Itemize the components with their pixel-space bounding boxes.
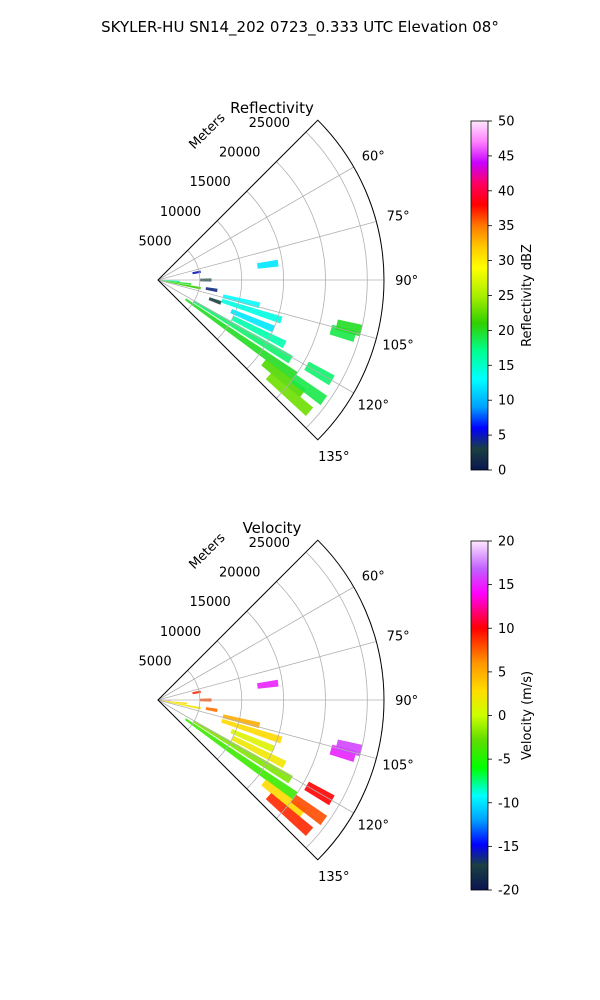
reflectivity-panel: Reflectivity500010000150002000025000Mete…	[139, 99, 535, 479]
colorbar-tick-label: 5	[498, 665, 506, 680]
echo-layer	[158, 679, 363, 836]
colorbar-tick-label: 5	[498, 429, 506, 444]
colorbar-tick-label: -20	[498, 884, 519, 899]
angular-tick-label: 60°	[362, 150, 385, 165]
colorbar-tick-label: 50	[498, 115, 515, 130]
colorbar-gradient	[470, 120, 489, 471]
angular-tick-label: 90°	[395, 274, 418, 289]
echo-gate	[221, 298, 283, 324]
radial-tick-label: 25000	[249, 116, 290, 131]
colorbar-tick-label: 35	[498, 219, 515, 234]
sector-frame	[157, 119, 385, 441]
angular-tick-label: 60°	[362, 570, 385, 585]
echo-gate	[230, 309, 275, 333]
angular-tick-label: 135°	[318, 870, 349, 885]
angular-tick-label: 105°	[382, 338, 413, 353]
figure-title: SKYLER-HU SN14_202 0723_0.333 UTC Elevat…	[101, 18, 499, 37]
echo-gate	[205, 287, 218, 293]
echo-gate	[158, 280, 201, 290]
echo-gate	[231, 315, 287, 349]
angular-tick-label: 120°	[358, 818, 389, 833]
colorbar-tick-label: 15	[498, 359, 515, 374]
echo-gate	[230, 729, 275, 753]
radial-tick-label: 20000	[219, 566, 260, 581]
angular-gridline	[157, 586, 354, 701]
colorbar-label: Reflectivity dBZ	[520, 244, 535, 347]
radial-tick-label: 20000	[219, 146, 260, 161]
colorbar-tick-label: -15	[498, 840, 519, 855]
angular-gridline	[157, 641, 377, 701]
colorbar-tick-label: 25	[498, 289, 515, 304]
angular-gridline	[157, 699, 377, 759]
echo-gate	[335, 739, 363, 757]
panel-title: Velocity	[243, 519, 302, 537]
colorbar-tick-label: 0	[498, 464, 506, 479]
panel-title: Reflectivity	[230, 99, 314, 117]
echo-gate	[221, 718, 283, 744]
echo-gate	[290, 794, 328, 826]
colorbar-label: Velocity (m/s)	[520, 671, 535, 760]
colorbar-tick-label: 15	[498, 578, 515, 593]
radial-tick-label: 5000	[139, 654, 172, 669]
echo-gate	[231, 735, 287, 769]
colorbar-tick-label: 30	[498, 254, 515, 269]
angular-tick-label: 90°	[395, 694, 418, 709]
radial-tick-label: 5000	[139, 234, 172, 249]
colorbar: 0 5 10 15 20 25 30 35 40 45 50 Reflectivity dBZ	[470, 115, 535, 479]
radial-tick-label: 10000	[160, 625, 201, 640]
echo-gate	[205, 707, 218, 713]
angular-gridline	[157, 699, 354, 814]
echo-gate	[158, 700, 188, 705]
colorbar-tick-label: 45	[498, 149, 515, 164]
angular-gridline	[157, 279, 354, 394]
echo-gate	[208, 297, 222, 305]
echo-gate	[193, 300, 293, 364]
angular-gridline	[157, 221, 377, 281]
echo-gate	[257, 259, 279, 269]
echo-gate	[265, 373, 314, 416]
angular-tick-label: 105°	[382, 758, 413, 773]
angular-gridline	[157, 279, 377, 339]
echo-gate	[184, 718, 298, 800]
radial-tick-label: 10000	[160, 205, 201, 220]
echo-gate	[184, 298, 298, 380]
echo-gate	[290, 374, 328, 406]
sector-frame	[157, 539, 385, 861]
echo-gate	[335, 319, 363, 337]
echo-gate	[158, 700, 201, 710]
radial-tick-label: 15000	[189, 175, 230, 190]
colorbar-tick-label: 10	[498, 394, 515, 409]
colorbar-tick-label: 20	[498, 535, 515, 550]
echo-gate	[261, 359, 307, 398]
echo-layer	[158, 259, 363, 416]
colorbar-tick-label: 40	[498, 184, 515, 199]
echo-gate	[265, 793, 314, 836]
radial-tick-label: 25000	[249, 536, 290, 551]
angular-tick-label: 75°	[387, 630, 410, 645]
colorbar: -20 -15 -10 -5 0 5 10 15 20 Velocity (m/s)	[470, 535, 535, 899]
angular-gridline	[157, 166, 354, 281]
echo-gate	[158, 280, 180, 283]
angular-tick-label: 75°	[387, 210, 410, 225]
colorbar-tick-label: -5	[498, 753, 511, 768]
colorbar-tick-label: 10	[498, 622, 515, 637]
colorbar-tick-label: -10	[498, 796, 519, 811]
echo-gate	[158, 280, 192, 285]
echo-gate	[257, 679, 279, 689]
colorbar-tick-label: 0	[498, 709, 506, 724]
angular-tick-label: 135°	[318, 450, 349, 465]
velocity-panel: Velocity500010000150002000025000Meters60…	[139, 519, 535, 899]
colorbar-tick-label: 20	[498, 324, 515, 339]
echo-gate	[193, 720, 293, 784]
radial-tick-label: 15000	[189, 595, 230, 610]
colorbar-gradient	[470, 540, 489, 891]
angular-tick-label: 120°	[358, 398, 389, 413]
echo-gate	[261, 779, 307, 818]
